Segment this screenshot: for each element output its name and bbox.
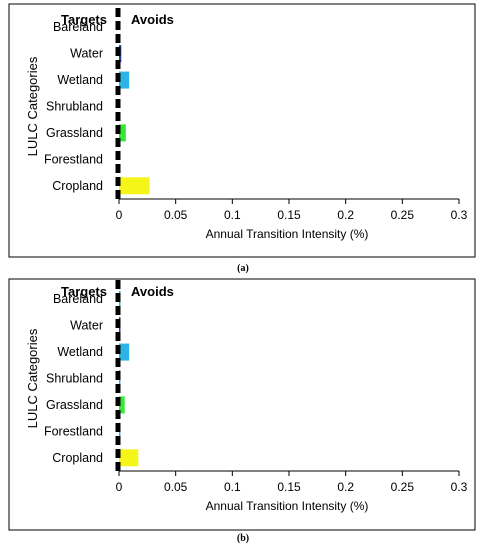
avoids-label: Avoids bbox=[131, 12, 174, 27]
category-label-grassland: Grassland bbox=[46, 126, 103, 140]
bar-grassland bbox=[119, 124, 126, 142]
bar-cropland bbox=[119, 177, 150, 195]
x-tick-label: 0.1 bbox=[224, 480, 241, 494]
category-label-forestland: Forestland bbox=[44, 152, 103, 166]
bar-cropland bbox=[119, 449, 139, 467]
targets-label: Targets bbox=[61, 12, 107, 27]
targets-label: Targets bbox=[61, 284, 107, 299]
x-tick-label: 0.2 bbox=[337, 208, 354, 222]
category-label-cropland: Cropland bbox=[52, 451, 103, 465]
panel-label: (a) bbox=[237, 263, 249, 274]
category-label-forestland: Forestland bbox=[44, 424, 103, 438]
x-tick-label: 0.15 bbox=[277, 208, 301, 222]
category-label-cropland: Cropland bbox=[52, 179, 103, 193]
x-tick-label: 0.1 bbox=[224, 208, 241, 222]
y-axis-label: LULC Categories bbox=[25, 328, 40, 428]
x-tick-label: 0.15 bbox=[277, 480, 301, 494]
x-tick-label: 0.3 bbox=[451, 208, 468, 222]
chart-panel-a: 0 0.05 0.1 0.15 0.2 0.25 0.3 Annual Transition … bbox=[8, 3, 476, 258]
chart-frame bbox=[8, 3, 476, 258]
bar-wetland bbox=[119, 71, 130, 89]
chart-frame bbox=[8, 278, 476, 531]
category-label-water: Water bbox=[70, 319, 103, 333]
category-label-bareland: Bareland bbox=[53, 292, 103, 306]
category-label-grassland: Grassland bbox=[46, 398, 103, 412]
bar-grassland bbox=[119, 396, 125, 414]
bar-wetland bbox=[119, 343, 130, 361]
chart-panel-b: 0 0.05 0.1 0.15 0.2 0.25 0.3 Annual Transition … bbox=[8, 278, 476, 531]
category-label-wetland: Wetland bbox=[57, 345, 103, 359]
category-label-wetland: Wetland bbox=[57, 73, 103, 87]
x-tick-label: 0.2 bbox=[337, 480, 354, 494]
x-axis-label: Annual Transition Intensity (%) bbox=[206, 227, 369, 241]
category-label-shrubland: Shrubland bbox=[46, 372, 103, 386]
x-tick-label: 0.05 bbox=[164, 208, 188, 222]
category-label-bareland: Bareland bbox=[53, 20, 103, 34]
y-axis-label: LULC Categories bbox=[25, 56, 40, 156]
x-tick-label: 0.25 bbox=[391, 480, 415, 494]
x-tick-label: 0.25 bbox=[391, 208, 415, 222]
x-tick-label: 0 bbox=[116, 208, 123, 222]
category-label-water: Water bbox=[70, 47, 103, 61]
x-tick-label: 0.3 bbox=[451, 480, 468, 494]
panel-label: (b) bbox=[237, 533, 249, 544]
x-tick-label: 0.05 bbox=[164, 480, 188, 494]
avoids-label: Avoids bbox=[131, 284, 174, 299]
x-tick-label: 0 bbox=[116, 480, 123, 494]
x-axis-label: Annual Transition Intensity (%) bbox=[206, 499, 369, 513]
category-label-shrubland: Shrubland bbox=[46, 100, 103, 114]
